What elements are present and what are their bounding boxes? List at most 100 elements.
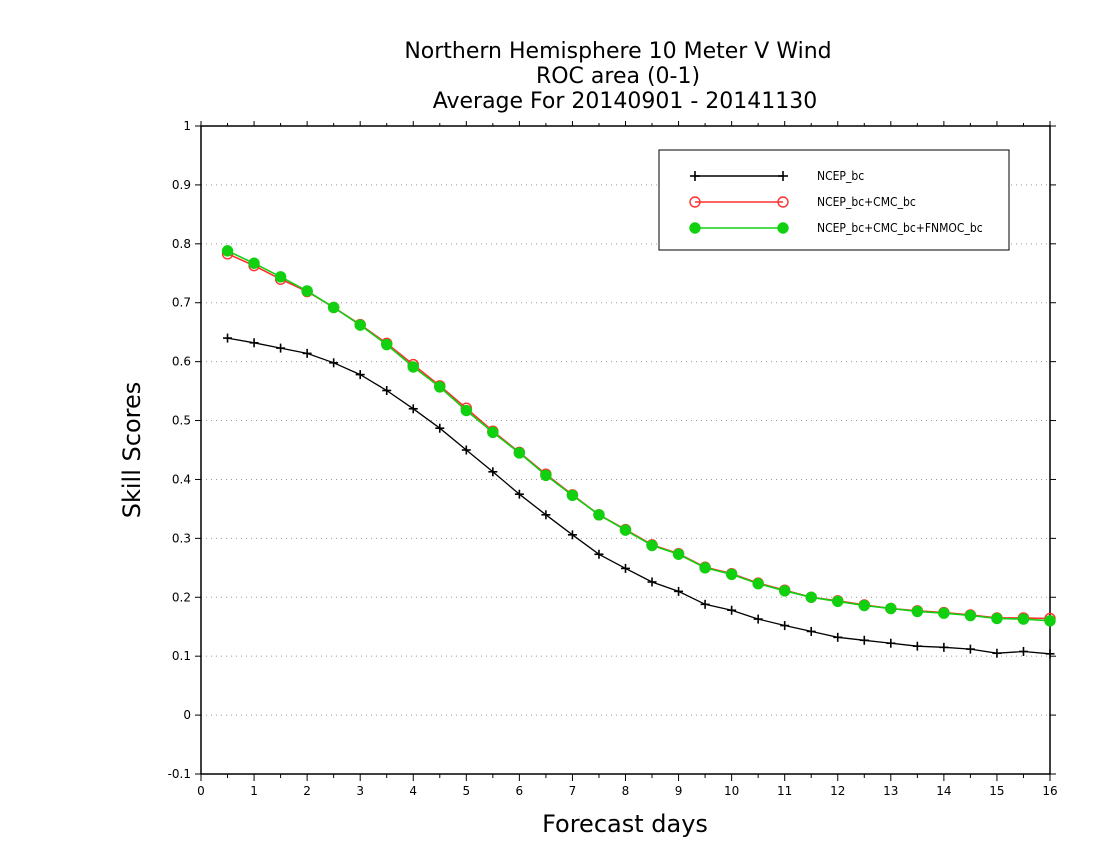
x-tick-label-2: 2 — [303, 784, 311, 798]
series-0-point-17 — [674, 586, 684, 596]
x-tick-label-0: 0 — [197, 784, 205, 798]
x-tick-label-12: 12 — [830, 784, 845, 798]
series-2-line — [227, 250, 1051, 622]
series-2-point-18 — [699, 562, 711, 574]
series-0-point-8 — [435, 423, 445, 433]
series-0-point-27 — [939, 642, 949, 652]
chart-title: Northern Hemisphere 10 Meter V Wind ROC … — [404, 39, 831, 114]
x-tick-label-8: 8 — [622, 784, 630, 798]
series-0-point-3 — [302, 348, 312, 358]
series-0-point-22 — [806, 626, 816, 636]
series-2-point-29 — [991, 612, 1003, 625]
legend-entry-0: NCEP_bc — [690, 169, 864, 183]
series-0-point-26 — [912, 641, 922, 651]
series-2-point-23 — [832, 595, 844, 608]
x-tick-label-6: 6 — [516, 784, 524, 798]
x-tick-label-14: 14 — [936, 784, 951, 798]
series-0-point-12 — [541, 510, 551, 520]
series-0-point-10 — [488, 467, 498, 477]
series-2 — [221, 245, 1056, 627]
series-0-point-2 — [276, 343, 286, 353]
series-2-point-14 — [593, 509, 605, 521]
series-2-point-26 — [911, 605, 924, 618]
series-2-point-6 — [381, 338, 393, 351]
series-lines — [221, 245, 1056, 659]
series-0-point-20 — [753, 614, 763, 624]
legend-entry-1: NCEP_bc+CMC_bc — [689, 195, 916, 209]
y-tick-label-0: -0.1 — [168, 767, 191, 781]
series-0-point-5 — [355, 370, 365, 380]
series-0-point-19 — [727, 605, 737, 615]
y-tick-label-6: 0.5 — [172, 414, 191, 428]
series-2-point-0 — [221, 245, 234, 257]
legend-marker-start-1 — [689, 196, 701, 208]
series-2-point-21 — [778, 585, 791, 597]
x-tick-label-10: 10 — [724, 784, 739, 798]
legend-box — [658, 149, 1010, 251]
y-tick-label-9: 0.8 — [172, 237, 191, 251]
x-tick-label-13: 13 — [883, 784, 898, 798]
series-0-point-23 — [833, 632, 843, 642]
legend: NCEP_bc NCEP_bc+CMC_bc NCEP_bc+CMC_bc+FNMO… — [658, 149, 1010, 251]
y-tick-label-2: 0.1 — [172, 649, 191, 663]
legend-marker-end-1 — [777, 196, 789, 208]
series-0-point-21 — [780, 621, 790, 631]
series-0-point-13 — [567, 530, 577, 540]
series-0-point-25 — [886, 638, 896, 648]
grid-lines — [201, 184, 1050, 716]
y-axis-label: Skill Scores — [118, 382, 146, 519]
series-2-point-22 — [805, 591, 817, 603]
series-2-point-17 — [672, 548, 685, 560]
x-tick-label-15: 15 — [989, 784, 1004, 798]
y-tick-label-7: 0.6 — [172, 355, 191, 369]
legend-label-1: NCEP_bc+CMC_bc — [817, 195, 916, 209]
series-2-point-31 — [1044, 615, 1056, 627]
series-2-point-8 — [434, 381, 446, 393]
series-2-point-24 — [858, 599, 870, 612]
series-0-line — [227, 337, 1051, 655]
series-1 — [221, 248, 1056, 625]
x-tick-label-4: 4 — [409, 784, 417, 798]
series-2-point-27 — [938, 607, 950, 619]
y-tick-label-3: 0.2 — [172, 590, 191, 604]
y-tick-label-1: 0 — [183, 708, 191, 722]
series-0-point-7 — [408, 404, 418, 414]
y-tick-label-11: 1 — [183, 119, 191, 133]
series-0-point-4 — [329, 358, 339, 368]
series-2-point-15 — [619, 524, 632, 536]
series-2-point-25 — [885, 602, 897, 615]
series-2-point-28 — [964, 609, 977, 622]
series-0-point-29 — [992, 648, 1002, 658]
axis-ticks: -0.100.10.20.30.40.50.60.70.80.910 1 2 3 4 5 6… — [168, 119, 1058, 798]
series-2-point-19 — [725, 568, 738, 580]
legend-label-2: NCEP_bc+CMC_bc+FNMOC_bc — [817, 221, 983, 235]
series-0-point-14 — [594, 549, 604, 559]
x-axis-label: Forecast days — [542, 810, 708, 838]
legend-label-0: NCEP_bc — [817, 169, 864, 183]
y-tick-label-4: 0.3 — [172, 531, 191, 545]
x-tick-label-11: 11 — [777, 784, 792, 798]
x-tick-label-3: 3 — [356, 784, 364, 798]
title-line-1: Northern Hemisphere 10 Meter V Wind — [404, 39, 831, 64]
series-0-point-11 — [514, 489, 524, 499]
series-2-point-11 — [513, 447, 526, 459]
x-tick-label-9: 9 — [675, 784, 683, 798]
title-line-2: ROC area (0-1) — [536, 64, 700, 89]
series-0-point-1 — [249, 338, 259, 348]
series-0 — [223, 333, 1055, 659]
legend-marker-start-2 — [689, 222, 701, 234]
x-tick-label-5: 5 — [462, 784, 470, 798]
y-tick-label-10: 0.9 — [172, 178, 191, 192]
x-tick-label-1: 1 — [250, 784, 258, 798]
series-0-point-6 — [382, 386, 392, 396]
series-0-point-0 — [223, 333, 233, 343]
x-tick-label-7: 7 — [569, 784, 577, 798]
legend-entry-2: NCEP_bc+CMC_bc+FNMOC_bc — [689, 221, 983, 235]
series-2-point-16 — [646, 539, 658, 552]
series-0-point-15 — [621, 563, 630, 573]
series-2-point-1 — [248, 257, 260, 269]
x-tick-label-16: 16 — [1042, 784, 1057, 798]
series-2-point-7 — [407, 361, 419, 373]
series-2-point-13 — [566, 489, 579, 502]
